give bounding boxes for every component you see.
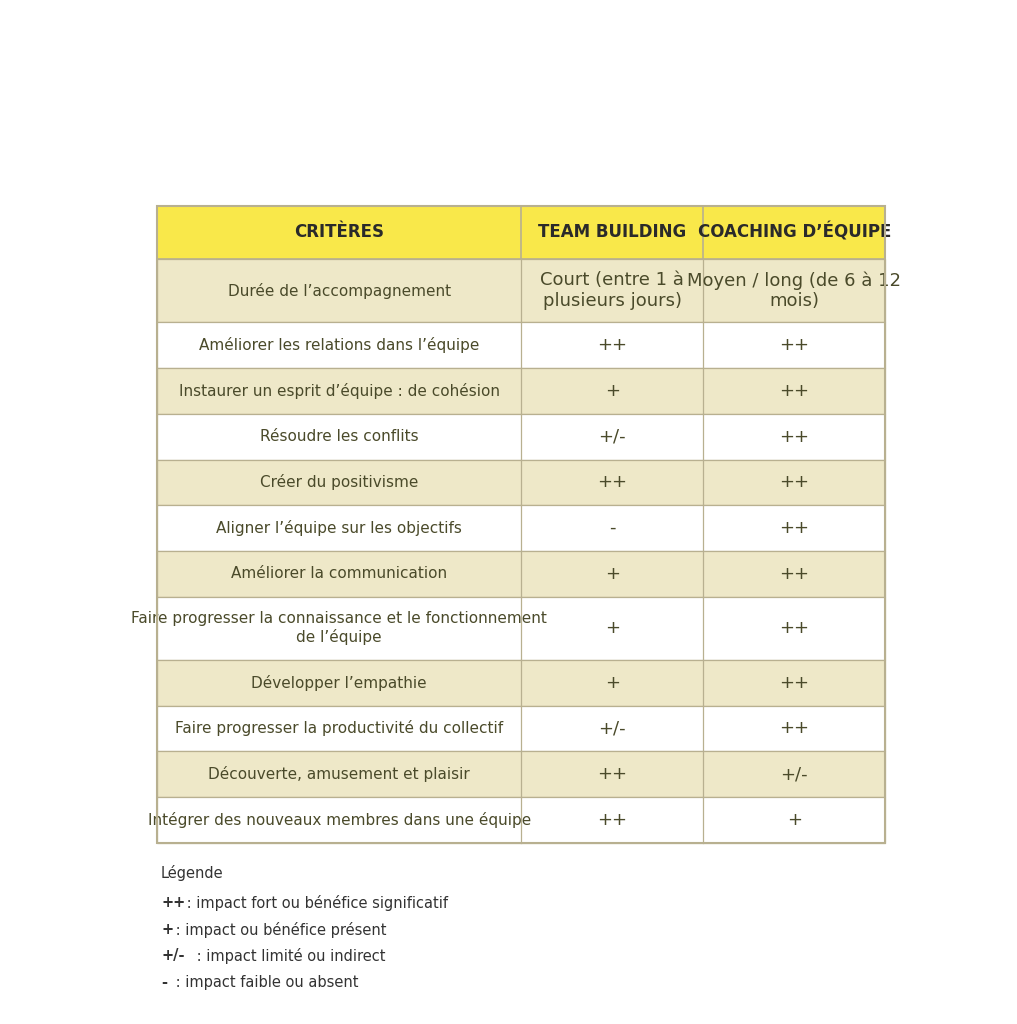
Bar xyxy=(157,752,886,797)
Bar xyxy=(157,706,886,752)
Text: +: + xyxy=(605,565,619,583)
Text: +: + xyxy=(605,382,619,400)
Text: ++: ++ xyxy=(779,336,810,354)
Text: +: + xyxy=(787,811,801,828)
Text: +: + xyxy=(605,674,619,691)
Text: Intégrer des nouveaux membres dans une équipe: Intégrer des nouveaux membres dans une é… xyxy=(147,812,531,827)
Text: : impact limité ou indirect: : impact limité ou indirect xyxy=(192,948,385,965)
Text: Légende: Légende xyxy=(161,865,224,881)
Text: ++: ++ xyxy=(597,336,627,354)
Text: ++: ++ xyxy=(779,674,810,691)
Text: Améliorer la communication: Améliorer la communication xyxy=(231,566,447,582)
Text: ++: ++ xyxy=(779,519,810,538)
Text: +/-: +/- xyxy=(598,720,626,737)
Text: ++: ++ xyxy=(161,895,185,909)
Text: +/-: +/- xyxy=(780,765,809,783)
Text: -: - xyxy=(609,519,615,538)
Text: Résoudre les conflits: Résoudre les conflits xyxy=(259,429,418,444)
Text: Améliorer les relations dans l’équipe: Améliorer les relations dans l’équipe xyxy=(199,337,479,353)
Text: : impact ou bénéfice présent: : impact ou bénéfice présent xyxy=(171,922,386,938)
Text: Faire progresser la connaissance et le fonctionnement
de l’équipe: Faire progresser la connaissance et le f… xyxy=(131,611,547,645)
Text: : impact fort ou bénéfice significatif: : impact fort ou bénéfice significatif xyxy=(181,895,447,910)
Text: +/-: +/- xyxy=(161,948,184,964)
Bar xyxy=(157,659,886,706)
Bar xyxy=(157,505,886,551)
Text: +: + xyxy=(605,620,619,637)
Text: -: - xyxy=(161,975,167,990)
Text: Durée de l’accompagnement: Durée de l’accompagnement xyxy=(228,283,451,299)
Text: Moyen / long (de 6 à 12
mois): Moyen / long (de 6 à 12 mois) xyxy=(687,271,901,310)
Text: ++: ++ xyxy=(779,473,810,492)
Text: Instaurer un esprit d’équipe : de cohésion: Instaurer un esprit d’équipe : de cohési… xyxy=(179,383,499,399)
Bar xyxy=(157,206,886,843)
Text: Faire progresser la productivité du collectif: Faire progresser la productivité du coll… xyxy=(175,721,503,736)
Text: Court (entre 1 à
plusieurs jours): Court (entre 1 à plusieurs jours) xyxy=(540,271,684,310)
Text: ++: ++ xyxy=(779,382,810,400)
Text: CRITÈRES: CRITÈRES xyxy=(294,223,384,242)
Bar xyxy=(157,206,886,259)
Bar xyxy=(157,414,886,460)
Text: Découverte, amusement et plaisir: Découverte, amusement et plaisir xyxy=(208,766,470,782)
Bar xyxy=(157,368,886,414)
Text: TEAM BUILDING: TEAM BUILDING xyxy=(538,223,686,242)
Bar xyxy=(157,259,886,323)
Text: ++: ++ xyxy=(597,765,627,783)
Bar xyxy=(157,597,886,659)
Text: ++: ++ xyxy=(779,720,810,737)
Bar xyxy=(157,323,886,368)
Bar xyxy=(157,797,886,843)
Text: COACHING D’ÉQUIPE: COACHING D’ÉQUIPE xyxy=(698,223,891,242)
Bar xyxy=(157,551,886,597)
Text: ++: ++ xyxy=(779,428,810,445)
Text: Aligner l’équipe sur les objectifs: Aligner l’équipe sur les objectifs xyxy=(217,520,462,537)
Text: ++: ++ xyxy=(779,620,810,637)
Text: +/-: +/- xyxy=(598,428,626,445)
Text: Développer l’empathie: Développer l’empathie xyxy=(251,675,427,691)
Text: ++: ++ xyxy=(597,811,627,828)
Text: : impact faible ou absent: : impact faible ou absent xyxy=(171,975,359,990)
Text: ++: ++ xyxy=(779,565,810,583)
Text: Créer du positivisme: Créer du positivisme xyxy=(260,474,418,490)
Text: ++: ++ xyxy=(597,473,627,492)
Bar xyxy=(157,460,886,505)
Text: +: + xyxy=(161,922,173,937)
